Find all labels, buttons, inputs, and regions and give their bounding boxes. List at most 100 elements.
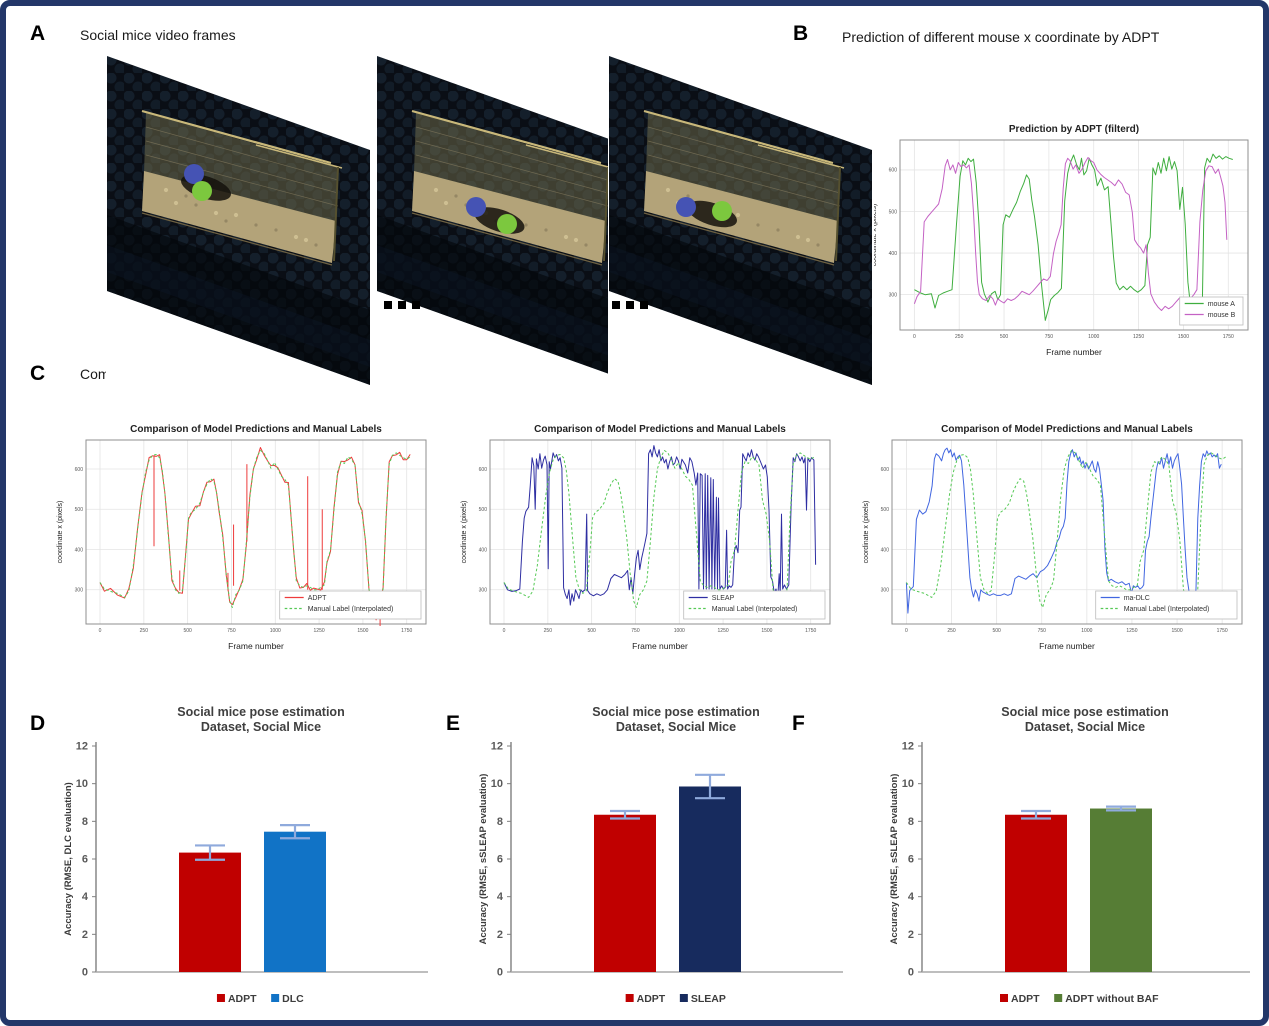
svg-text:Manual Label (Interpolated): Manual Label (Interpolated) [712, 606, 798, 613]
svg-text:2: 2 [82, 929, 88, 941]
svg-text:0: 0 [913, 334, 916, 340]
svg-text:2: 2 [908, 929, 914, 941]
comparison-adpt-chart: 0 250 500 750 1000 1250 1500 1750 300 400 500 600 Co… [54, 420, 436, 654]
svg-text:6: 6 [497, 854, 503, 866]
bars [594, 773, 741, 972]
svg-text:ADPT without BAF: ADPT without BAF [1065, 993, 1159, 1005]
svg-text:Dataset, Social Mice: Dataset, Social Mice [201, 720, 321, 734]
bar-adpt [594, 814, 656, 972]
series-sleap [503, 445, 817, 606]
svg-text:10: 10 [491, 778, 503, 790]
svg-text:Accuracy (RMSE, sSLEAP evaluat: Accuracy (RMSE, sSLEAP evaluation) [889, 774, 900, 945]
svg-text:SLEAP: SLEAP [712, 595, 735, 602]
svg-text:0: 0 [497, 967, 503, 979]
svg-text:12: 12 [76, 741, 88, 753]
svg-text:250: 250 [955, 334, 964, 340]
green-mouse-marker [497, 214, 517, 234]
svg-text:600: 600 [881, 467, 890, 473]
legend: ADPT SLEAP [625, 993, 726, 1005]
svg-text:600: 600 [75, 467, 84, 473]
svg-text:mouse B: mouse B [1208, 312, 1236, 319]
svg-text:Social mice pose estimation: Social mice pose estimation [592, 705, 759, 719]
svg-text:6: 6 [908, 854, 914, 866]
svg-text:Dataset, Social Mice: Dataset, Social Mice [1025, 720, 1145, 734]
svg-text:8: 8 [497, 816, 503, 828]
svg-text:500: 500 [881, 507, 890, 513]
legend: mouse A mouse B [1179, 296, 1244, 326]
panel-label-f: F [792, 712, 805, 735]
svg-text:1000: 1000 [1081, 628, 1092, 634]
svg-text:SLEAP: SLEAP [691, 993, 726, 1005]
ellipsis-dot [398, 301, 406, 309]
svg-text:500: 500 [479, 507, 488, 513]
svg-text:1250: 1250 [1133, 334, 1144, 340]
plot-area: 0 250 500 750 1000 1250 1500 1750 300 400 500 600 [75, 439, 427, 634]
svg-text:ADPT: ADPT [637, 993, 666, 1005]
svg-text:0: 0 [99, 628, 102, 634]
green-mouse-marker [192, 181, 212, 201]
svg-text:Frame number: Frame number [1046, 347, 1102, 357]
bar-adpt [1005, 814, 1067, 972]
legend: ADPT Manual Label (Interpolated) [279, 590, 422, 620]
svg-text:1750: 1750 [805, 628, 816, 634]
svg-text:10: 10 [76, 778, 88, 790]
legend: SLEAP Manual Label (Interpolated) [683, 590, 826, 620]
bar-sleap [679, 786, 741, 972]
comparison-ma-dlc-chart: 0 250 500 750 1000 1250 1500 1750 300 400 500 600 Co… [860, 420, 1252, 654]
svg-text:Comparison of Model Prediction: Comparison of Model Predictions and Manu… [130, 424, 382, 435]
y-axis: 0 2 4 6 8 10 12 [902, 741, 923, 979]
svg-text:0: 0 [82, 967, 88, 979]
svg-text:250: 250 [140, 628, 149, 634]
panel-a-title: Social mice video frames [80, 27, 236, 43]
svg-text:ma-DLC: ma-DLC [1124, 595, 1150, 602]
y-axis: 0 2 4 6 8 10 12 [491, 741, 512, 979]
series-manual-label-interpolated- [99, 450, 411, 618]
ellipsis-dot [640, 301, 648, 309]
svg-text:750: 750 [227, 628, 236, 634]
svg-text:Manual Label (Interpolated): Manual Label (Interpolated) [1124, 606, 1210, 613]
svg-text:mouse A: mouse A [1208, 301, 1236, 308]
svg-text:ADPT: ADPT [228, 993, 257, 1005]
svg-text:Frame number: Frame number [632, 641, 688, 651]
svg-text:ADPT: ADPT [1011, 993, 1040, 1005]
panel-label-b: B [793, 22, 809, 45]
frame-content [609, 56, 872, 385]
video-frame-1 [106, 55, 372, 387]
svg-text:2: 2 [497, 929, 503, 941]
y-axis: 0 2 4 6 8 10 12 [76, 741, 97, 979]
svg-text:1750: 1750 [1223, 334, 1234, 340]
svg-text:Accuracy (RMSE, sSLEAP evaluat: Accuracy (RMSE, sSLEAP evaluation) [478, 774, 489, 945]
svg-text:0: 0 [908, 967, 914, 979]
svg-text:500: 500 [75, 507, 84, 513]
svg-text:500: 500 [587, 628, 596, 634]
legend: ma-DLC Manual Label (Interpolated) [1095, 590, 1238, 620]
svg-text:600: 600 [889, 168, 898, 174]
svg-text:ADPT: ADPT [308, 595, 327, 602]
svg-text:8: 8 [82, 816, 88, 828]
svg-text:300: 300 [75, 588, 84, 594]
svg-text:250: 250 [544, 628, 553, 634]
svg-text:300: 300 [881, 588, 890, 594]
plot-area: 0 250 500 750 1000 1250 1500 1750 300 400 500 600 [479, 439, 831, 634]
svg-text:1750: 1750 [401, 628, 412, 634]
ellipsis-separator [612, 296, 654, 314]
svg-text:coordinate x (pixels): coordinate x (pixels) [57, 501, 64, 564]
svg-text:500: 500 [183, 628, 192, 634]
svg-text:6: 6 [82, 854, 88, 866]
svg-text:4: 4 [497, 891, 504, 903]
svg-text:Social mice pose estimation: Social mice pose estimation [177, 705, 344, 719]
svg-text:Prediction by ADPT (filterd): Prediction by ADPT (filterd) [1009, 124, 1139, 135]
svg-text:coordinate x (pixels): coordinate x (pixels) [863, 501, 870, 564]
svg-text:4: 4 [82, 891, 89, 903]
svg-text:Comparison of Model Prediction: Comparison of Model Predictions and Manu… [534, 424, 786, 435]
svg-text:600: 600 [479, 467, 488, 473]
bars [1005, 805, 1152, 972]
svg-text:Dataset, Social Mice: Dataset, Social Mice [616, 720, 736, 734]
svg-text:Accuracy (RMSE, DLC evaluation: Accuracy (RMSE, DLC evaluation) [63, 782, 74, 936]
svg-text:DLC: DLC [282, 993, 304, 1005]
series-manual-label-interpolated- [503, 450, 815, 618]
panel-label-e: E [446, 712, 461, 735]
blue-mouse-marker [676, 197, 696, 217]
svg-text:500: 500 [889, 209, 898, 215]
